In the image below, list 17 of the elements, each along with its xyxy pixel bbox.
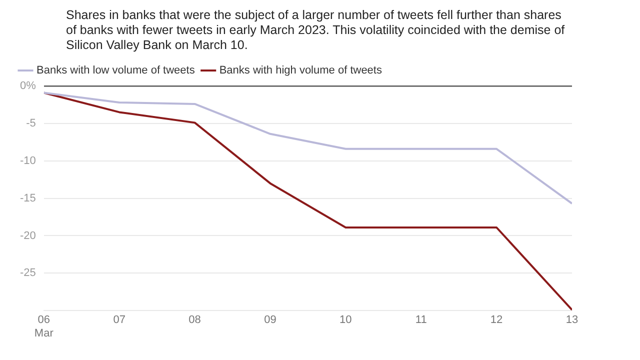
y-tick-label: -25 — [20, 267, 36, 280]
y-tick-label: -15 — [20, 192, 36, 204]
x-tick-label: 07 — [113, 314, 126, 326]
y-tick-label: -5 — [26, 117, 36, 130]
legend-label: Banks with low volume of tweets — [36, 64, 196, 77]
y-tick-label: -10 — [20, 154, 36, 167]
x-tick-label: 10 — [340, 314, 352, 326]
x-tick-label: 11 — [415, 314, 427, 326]
x-tick-label: 12 — [490, 314, 503, 326]
x-tick-label: 09 — [264, 314, 276, 326]
chart-title: Shares in banks that were the subject of a larger number of tweets fell further than shares of banks with fewer tweets in early March 2023. This volatility coincided with the demise of Silicon Valley Bank on March 10. — [66, 8, 566, 53]
x-tick-label: 08 — [188, 314, 201, 326]
legend-label: Banks with high volume of tweets — [219, 64, 382, 77]
x-tick-label: 13 — [566, 314, 578, 326]
x-tick-label: 06 Mar — [34, 314, 54, 340]
y-tick-label: 0% — [20, 80, 36, 92]
y-tick-label: -20 — [20, 230, 36, 242]
